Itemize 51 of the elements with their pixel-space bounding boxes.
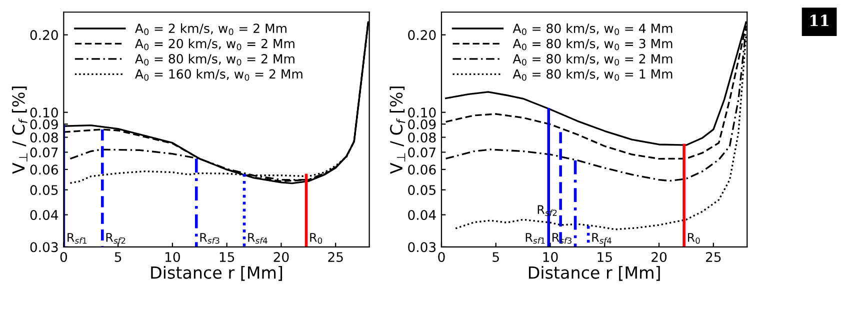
x-tick-label: 25 (328, 252, 343, 262)
x-tick-label: 10 (543, 252, 558, 262)
y-tick-label: 0.10 (408, 108, 436, 118)
y-tick-label: 0.05 (30, 185, 58, 196)
y-tick-label: 0.10 (30, 108, 58, 118)
x-tick-label: 15 (220, 252, 234, 262)
x-tick-label: 20 (652, 252, 667, 262)
annotation: R$_{sf1}$ (68, 233, 86, 244)
legend-label: A$_{0}$ = 20 km/s, w$_{0}$ = 2 Mm (135, 38, 294, 50)
y-tick-label: 0.06 (408, 164, 436, 175)
x-axis-title: Distance r [Mm] (151, 266, 282, 281)
y-tick-label: 0.03 (30, 242, 58, 252)
y-tick-label: 0.04 (408, 210, 436, 220)
legend-label: A$_{0}$ = 80 km/s, w$_{0}$ = 2 Mm (135, 54, 294, 66)
y-axis-title: V$_{⊥}$ / C$_{f}$ [%] (12, 86, 28, 174)
x-tick-label: 5 (492, 252, 499, 262)
x-tick-label: 25 (706, 252, 721, 262)
x-tick-label: 10 (166, 252, 180, 262)
x-tick-label: 0 (60, 252, 67, 262)
legend-label: A$_{0}$ = 160 km/s, w$_{0}$ = 2 Mm (135, 69, 302, 81)
x-axis-title: Distance r [Mm] (528, 266, 660, 281)
annotation: R$_{sf1}$ (526, 233, 545, 244)
annotation: R$_{sf3}$ (200, 233, 220, 244)
y-tick-label: 0.06 (30, 164, 58, 175)
legend-label: A$_{0}$ = 80 km/s, w$_{0}$ = 1 Mm (512, 69, 672, 81)
text: 11 (810, 14, 828, 26)
annotation: R$_{sf2}$ (106, 233, 126, 244)
x-tick-label: 5 (114, 252, 122, 262)
legend-label: A$_{0}$ = 2 km/s, w$_{0}$ = 2 Mm (135, 23, 286, 36)
legend-label: A$_{0}$ = 80 km/s, w$_{0}$ = 4 Mm (512, 23, 672, 36)
y-tick-label: 0.08 (30, 132, 58, 142)
y-tick-label: 0.20 (30, 30, 58, 40)
y-axis-title: V$_{⊥}$ / C$_{f}$ [%] (390, 86, 406, 174)
y-tick-label: 0.20 (408, 30, 436, 40)
x-tick-label: 15 (598, 252, 612, 262)
y-tick-label: 0.07 (408, 147, 436, 158)
y-tick-label: 0.09 (408, 119, 436, 130)
y-tick-label: 0.07 (30, 147, 58, 158)
y-tick-label: 0.09 (30, 119, 58, 130)
annotation: R$_{sf4}$ (592, 233, 612, 244)
y-tick-label: 0.04 (30, 210, 58, 220)
annotation: R$_{0}$ (688, 233, 700, 244)
annotation: R$_{sf4}$ (248, 233, 268, 244)
legend-label: A$_{0}$ = 80 km/s, w$_{0}$ = 3 Mm (512, 38, 672, 50)
legend-label: A$_{0}$ = 80 km/s, w$_{0}$ = 2 Mm (512, 54, 672, 66)
y-tick-label: 0.05 (408, 185, 436, 196)
x-tick-label: 20 (274, 252, 289, 262)
x-tick-label: 0 (438, 252, 445, 262)
y-tick-label: 0.03 (408, 242, 436, 252)
y-tick-label: 0.08 (408, 132, 436, 142)
annotation: R$_{0}$ (310, 233, 322, 244)
